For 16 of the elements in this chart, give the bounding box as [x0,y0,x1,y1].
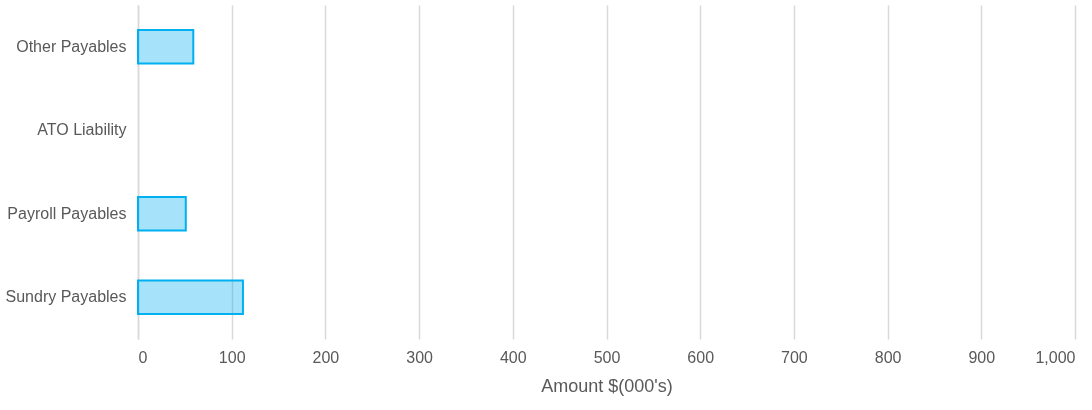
x-tick-label: 800 [874,348,902,366]
x-tick-label: 700 [781,348,808,366]
x-tick-label: 200 [312,348,340,366]
x-tick-label: 1,000 [1035,348,1076,366]
x-tick-label: 100 [218,348,246,366]
y-tick-label: Sundry Payables [5,288,127,306]
x-tick-label: 300 [406,348,434,366]
y-tick-label: Other Payables [16,37,127,55]
x-tick-label: 500 [593,348,621,366]
x-tick-label: 900 [968,348,996,366]
y-tick-label: ATO Liability [37,121,127,139]
x-tick-label: 600 [687,348,715,366]
x-tick-label: 400 [499,348,527,366]
x-tick-label: 0 [138,348,148,366]
y-tick-label: Payroll Payables [7,204,127,222]
x-axis-title: Amount $(000's) [541,375,673,396]
